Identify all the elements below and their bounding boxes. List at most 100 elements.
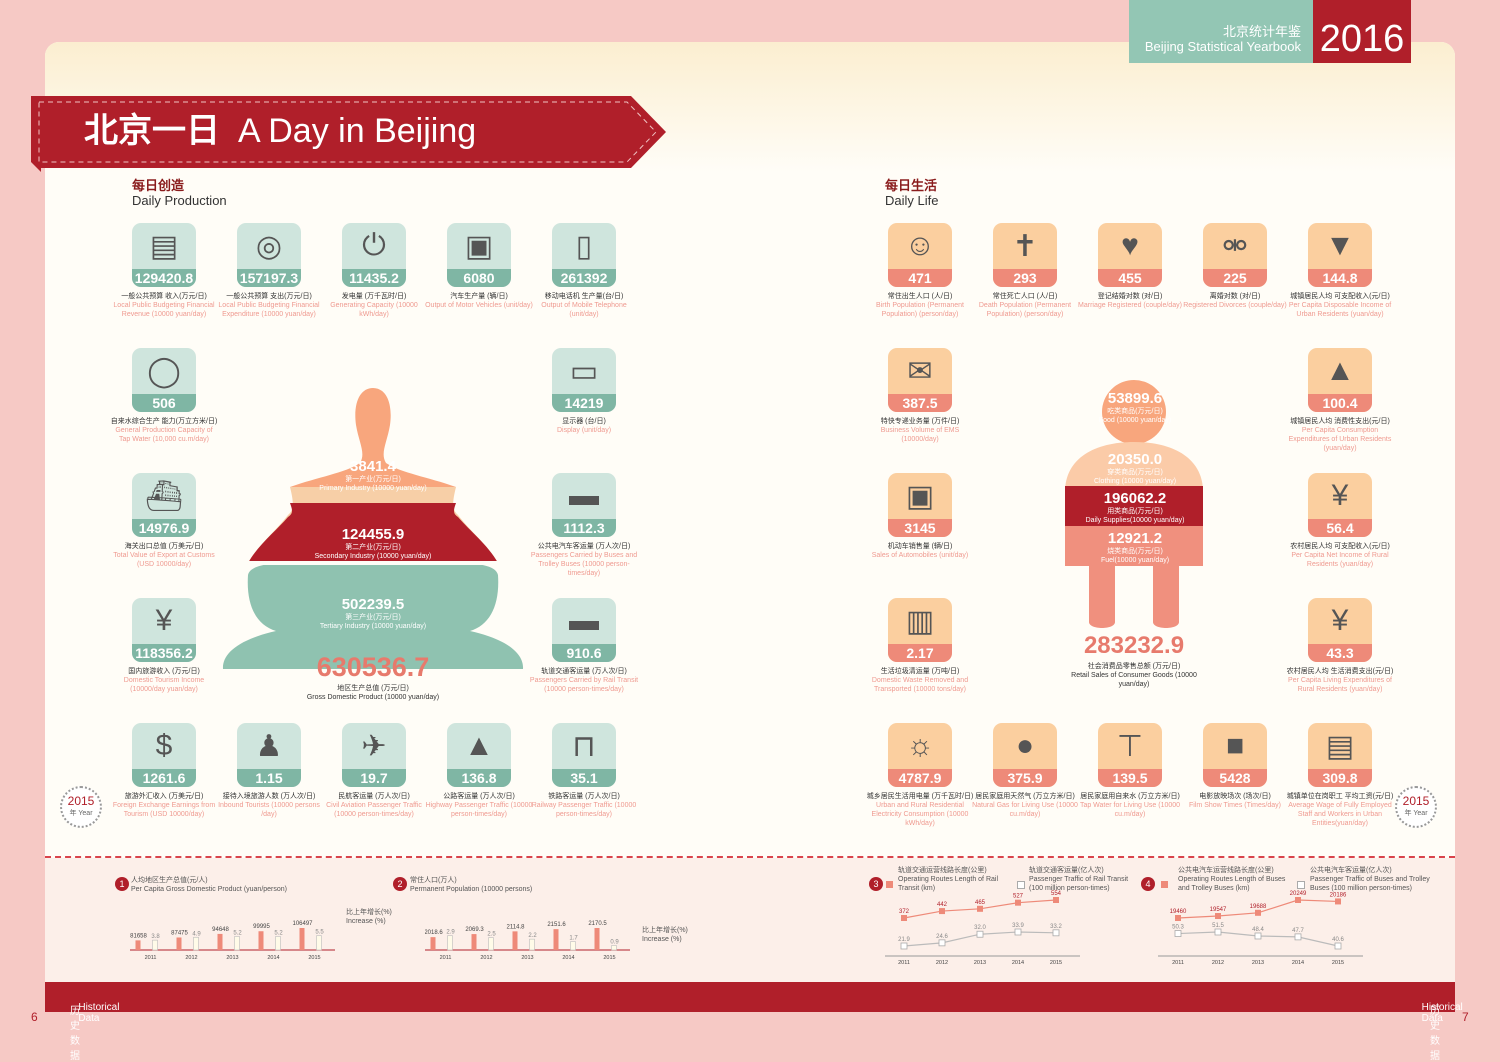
- yuan-bag-out-icon: ¥: [1331, 604, 1349, 637]
- production-value: 157197.3: [237, 269, 301, 287]
- baby-icon: ☺: [904, 229, 936, 262]
- life-value: 2.17: [888, 644, 952, 662]
- money-bag-icon: ¥: [155, 604, 173, 637]
- chart-4-legend-1: 公共电汽车运营线路长度(公里) Operating Routes Length o…: [1178, 867, 1286, 892]
- production-caption-en: Passengers Carried by Rail Transit (1000…: [529, 677, 639, 693]
- chart-3-legend-2: 轨道交通客运量(亿人次) Passenger Traffic of Rail Tr…: [1029, 867, 1129, 892]
- stamp-year-label: 年 Year: [69, 810, 93, 817]
- primary-industry-value: 3841.4: [350, 458, 396, 475]
- production-caption: 一般公共预算 支出(万元/日) Local Public Budgeting Fi…: [214, 292, 324, 319]
- historical-charts-area: [45, 858, 1455, 982]
- production-caption-zh: 一般公共预算 支出(万元/日): [226, 293, 312, 300]
- life-caption: 居民家庭用自来水 (万立方米/日) Tap Water for Living Us…: [1075, 792, 1185, 819]
- footer-left: 历史数据 Historical Data: [70, 1002, 120, 1062]
- production-caption: 显示器 (台/日) Display (unit/day): [529, 417, 639, 435]
- production-tile: ◎ 157197.3: [237, 223, 301, 287]
- life-tile: ✉ 387.5: [888, 348, 952, 412]
- production-value: 118356.2: [132, 644, 196, 662]
- person-left-leg: [1089, 566, 1115, 628]
- life-caption-en: Film Show Times (Times/day): [1189, 802, 1281, 809]
- series-1-value-label: 554: [1051, 891, 1062, 897]
- faucet-icon: ⊤: [1116, 729, 1144, 763]
- production-caption-zh: 公共电汽车客运量 (万人次/日): [537, 543, 631, 550]
- chart-3-rail-transit: 372 21.9 2011 442 24.6 2012 465 32.0 2013 527 33.9…: [885, 891, 1080, 966]
- life-caption-zh: 常住死亡人口 (人/日): [992, 293, 1058, 300]
- life-tile: ▣ 3145: [888, 473, 952, 537]
- chart-3-number: 3: [869, 877, 883, 891]
- gdp-stupa-graphic: [220, 388, 526, 669]
- footer-bar: 历史数据 Historical Data Historical Data 历史数…: [45, 982, 1463, 1062]
- production-caption: 公路客运量 (万人次/日) Highway Passenger Traffic (…: [424, 792, 534, 819]
- stupa-tertiary-label: 502239.5 第三产业(万元/日) Tertiary Industry (1…: [288, 596, 458, 631]
- bar: [176, 937, 182, 950]
- x-tick-label: 2014: [267, 955, 279, 961]
- stamp-year: 2015: [67, 794, 95, 808]
- production-tile: ◯ 506: [132, 348, 196, 412]
- life-caption-zh: 城镇居民人均 消费性支出(元/日): [1290, 418, 1390, 425]
- life-caption-zh: 城镇单位在岗职工 平均工资(元/日): [1286, 793, 1394, 800]
- production-caption-en: Railway Passenger Traffic (10000 person-…: [531, 802, 637, 818]
- series-1-value-label: 19547: [1210, 907, 1227, 913]
- life-caption-zh: 农村居民人均 生活消费支出(元/日): [1286, 668, 1394, 675]
- x-tick-label: 2012: [1212, 960, 1224, 966]
- production-tile: ⛴ 14976.9: [132, 473, 196, 537]
- life-value: 5428: [1203, 769, 1267, 787]
- person-clothing-label: 20350.0 穿类商品(万元/日) Clothing (10000 yuan/…: [1075, 451, 1195, 486]
- life-caption-en: Sales of Automobiles (unit/day): [871, 552, 969, 559]
- food-zh: 吃类商品(万元/日): [1107, 408, 1163, 415]
- growth-bar: [570, 941, 576, 951]
- series-1-value-label: 442: [937, 902, 948, 908]
- production-caption-zh: 发电量 (万千瓦时/日): [341, 293, 407, 300]
- series-1-point: [1255, 909, 1261, 916]
- series-2-value-label: 48.4: [1252, 927, 1264, 933]
- growth-value-label: 5.5: [315, 930, 324, 936]
- growth-value-label: 1.7: [569, 936, 578, 942]
- life-caption-zh: 生活垃圾清运量 (万吨/日): [880, 668, 960, 675]
- series-1-value-label: 527: [1013, 894, 1024, 900]
- production-caption: 接待入境旅游人数 (万人次/日) Inbound Tourists (10000 …: [214, 792, 324, 819]
- series-1-value-label: 19688: [1250, 904, 1267, 910]
- person-fuel-band: [1065, 526, 1203, 566]
- series-2-point: [976, 930, 984, 938]
- person-right-leg: [1153, 566, 1179, 628]
- yearbook-en: Beijing Statistical Yearbook: [1144, 39, 1301, 54]
- life-caption-en: Urban and Rural Residential Electricity …: [871, 802, 969, 827]
- life-caption-en: Business Volume of EMS (10000/day): [880, 427, 960, 443]
- growth-value-label: 4.9: [192, 931, 201, 937]
- series-1-point: [901, 915, 907, 921]
- series-1-value-label: 20249: [1290, 891, 1307, 897]
- life-value: 225: [1203, 269, 1267, 287]
- page-number-left: 6: [31, 1010, 38, 1024]
- growth-value-label: 2.9: [446, 930, 455, 936]
- x-tick-label: 2013: [974, 960, 986, 966]
- series-1-point: [1015, 899, 1021, 906]
- life-caption-zh: 机动车销售量 (辆/日): [887, 543, 953, 550]
- dashed-divider: [45, 856, 1455, 858]
- chart-2-number: 2: [393, 877, 407, 891]
- person-food-label: 53899.6 吃类商品(万元/日) Food (10000 yuan/day): [1085, 390, 1185, 425]
- life-value: 387.5: [888, 394, 952, 412]
- chart-4-number: 4: [1141, 877, 1155, 891]
- production-value: 35.1: [552, 769, 616, 787]
- life-caption: 城镇居民人均 消费性支出(元/日) Per Capita Consumption …: [1285, 417, 1395, 453]
- production-caption-zh: 汽车生产量 (辆/日): [450, 293, 508, 300]
- production-caption: 铁路客运量 (万人次/日) Railway Passenger Traffic (…: [529, 792, 639, 819]
- yearbook-zh: 北京统计年鉴: [1222, 24, 1301, 39]
- production-value: 1112.3: [552, 519, 616, 537]
- bar: [594, 928, 600, 950]
- chart-2-title: 常住人口(万人) Permanent Population (10000 pers…: [410, 877, 533, 893]
- production-value: 129420.8: [132, 269, 196, 287]
- person-shoulders: [1065, 442, 1203, 492]
- production-caption-zh: 接待入境旅游人数 (万人次/日): [222, 793, 316, 800]
- growth-value-label: 5.2: [274, 930, 283, 936]
- lamp-icon: ☼: [906, 729, 934, 762]
- retail-total-caption: 社会消费品零售总额 (万元/日) Retail Sales of Consume…: [1059, 662, 1209, 689]
- page-title: 北京一日 A Day in Beijing: [84, 106, 476, 156]
- production-caption-en: Output of Mobile Telephone (unit/day): [541, 302, 627, 318]
- series-2-point: [1334, 942, 1342, 950]
- stupa-primary-label: 3841.4 第一产业(万元/日) Primary Industry (1000…: [303, 458, 443, 493]
- x-tick-label: 2014: [562, 955, 574, 961]
- life-tile: ■ 5428: [1203, 723, 1267, 787]
- life-caption-en: Death Population (Permanent Population) …: [978, 302, 1072, 318]
- production-caption: 海关出口总值 (万美元/日) Total Value of Export at C…: [109, 542, 219, 569]
